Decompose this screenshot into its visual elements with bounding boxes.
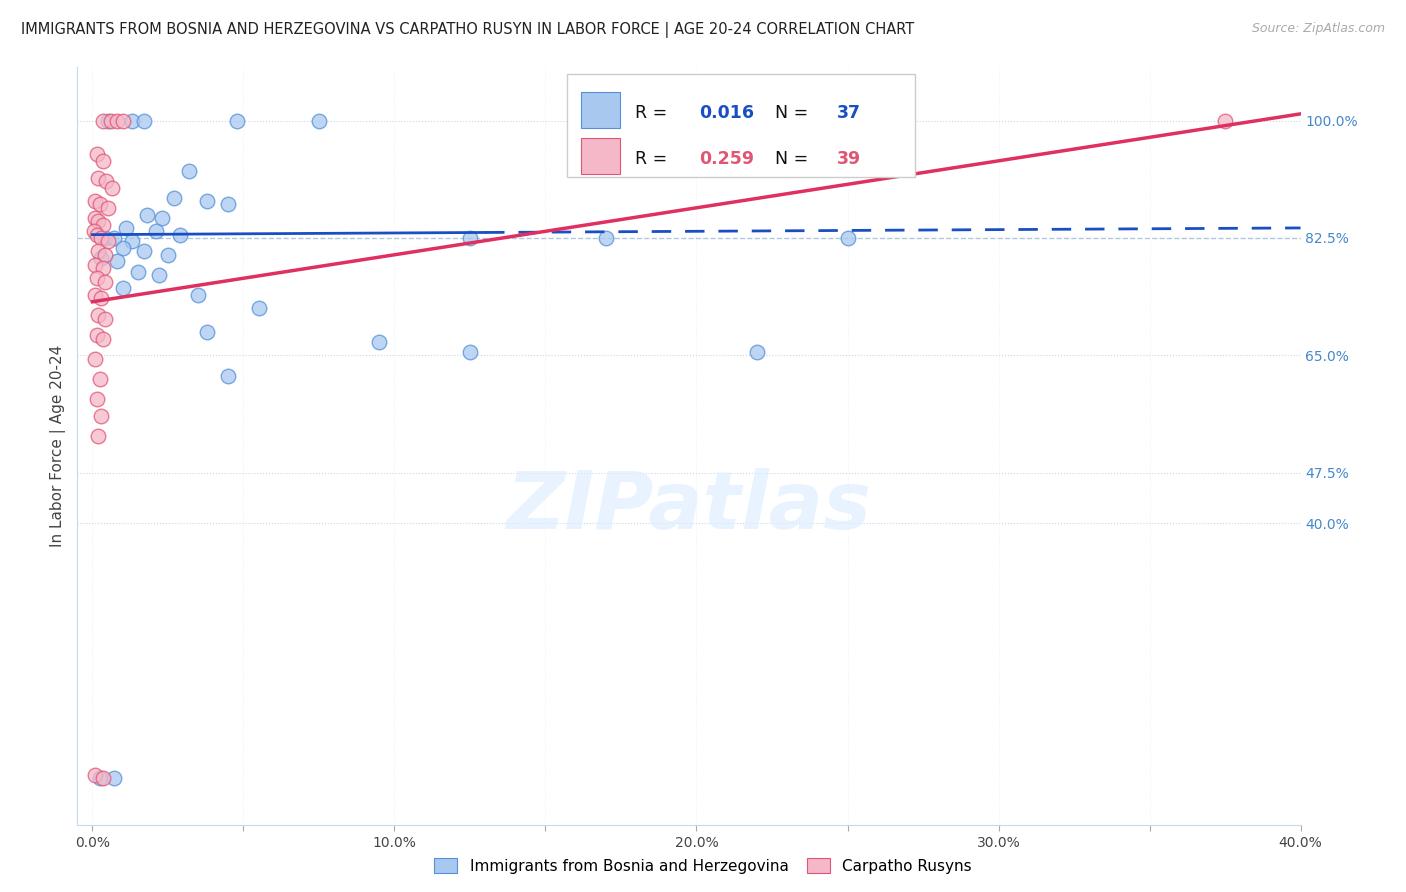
Text: 0.016: 0.016 (699, 104, 754, 122)
Point (93, 275, 115, 289)
FancyBboxPatch shape (567, 75, 915, 177)
Point (86, 328, 108, 343)
Point (150, 211, 173, 225)
Point (84, 258, 107, 272)
Text: Source: ZipAtlas.com: Source: ZipAtlas.com (1251, 22, 1385, 36)
Point (100, 113, 122, 128)
Point (87, 308, 110, 322)
Point (195, 194, 218, 208)
Point (84, 288, 107, 302)
Point (132, 113, 155, 128)
Point (96, 235, 118, 249)
Point (217, 197, 239, 211)
Point (89, 771, 111, 785)
Point (91, 332, 114, 346)
Point (111, 113, 134, 128)
Point (90, 409, 112, 423)
Point (145, 224, 167, 238)
Point (169, 227, 191, 242)
Bar (581, 137, 620, 174)
Point (96, 201, 118, 215)
Point (90, 251, 112, 265)
Point (148, 268, 170, 282)
Point (101, 180, 124, 194)
Text: N =: N = (763, 104, 813, 122)
Point (105, 113, 128, 128)
Point (87, 244, 110, 259)
Point (247, 301, 270, 316)
Point (187, 288, 209, 302)
Text: N =: N = (763, 151, 813, 169)
Text: ZIPatlas: ZIPatlas (506, 467, 872, 546)
Point (87, 170, 110, 185)
Point (458, 345, 481, 359)
Point (86, 227, 108, 242)
Point (105, 254, 128, 268)
Point (103, 771, 125, 785)
Point (217, 368, 239, 383)
Point (837, 231, 859, 245)
Point (90, 231, 112, 245)
Point (111, 241, 134, 255)
Point (745, 345, 768, 359)
Legend: Immigrants from Bosnia and Herzegovina, Carpatho Rusyns: Immigrants from Bosnia and Herzegovina, … (429, 852, 977, 880)
Point (96, 113, 118, 128)
Point (86, 147, 108, 161)
Point (132, 244, 155, 259)
Point (91, 771, 114, 785)
Point (86, 271, 108, 285)
Point (458, 231, 481, 245)
Point (111, 281, 134, 295)
Point (103, 231, 125, 245)
Point (90, 292, 112, 306)
Point (163, 191, 186, 205)
Text: 37: 37 (837, 104, 860, 122)
Text: 0.259: 0.259 (699, 151, 754, 169)
Point (83, 224, 105, 238)
Point (121, 235, 143, 249)
Point (195, 325, 218, 339)
Point (91, 153, 114, 168)
Point (135, 207, 157, 221)
Point (93, 311, 115, 326)
Point (93, 231, 115, 245)
Point (84, 768, 107, 782)
Text: R =: R = (636, 151, 673, 169)
Y-axis label: In Labor Force | Age 20-24: In Labor Force | Age 20-24 (51, 345, 66, 547)
Point (308, 113, 330, 128)
Point (127, 264, 149, 278)
Bar (581, 92, 620, 128)
Point (84, 211, 107, 225)
Point (84, 194, 107, 208)
Point (93, 248, 115, 262)
Point (91, 218, 114, 232)
Text: 39: 39 (837, 151, 860, 169)
Point (89, 372, 111, 386)
Point (595, 231, 617, 245)
Point (156, 248, 179, 262)
Point (87, 214, 110, 228)
Point (91, 113, 114, 128)
Point (177, 164, 200, 178)
Point (84, 351, 107, 366)
Point (114, 221, 136, 235)
Point (87, 429, 110, 443)
Text: R =: R = (636, 104, 673, 122)
Point (226, 113, 249, 128)
Point (368, 334, 391, 349)
Point (89, 197, 111, 211)
Point (86, 392, 108, 406)
Point (91, 261, 114, 276)
Point (94, 174, 117, 188)
Point (1213, 113, 1236, 128)
Text: IMMIGRANTS FROM BOSNIA AND HERZEGOVINA VS CARPATHO RUSYN IN LABOR FORCE | AGE 20: IMMIGRANTS FROM BOSNIA AND HERZEGOVINA V… (21, 22, 914, 38)
Point (121, 113, 143, 128)
